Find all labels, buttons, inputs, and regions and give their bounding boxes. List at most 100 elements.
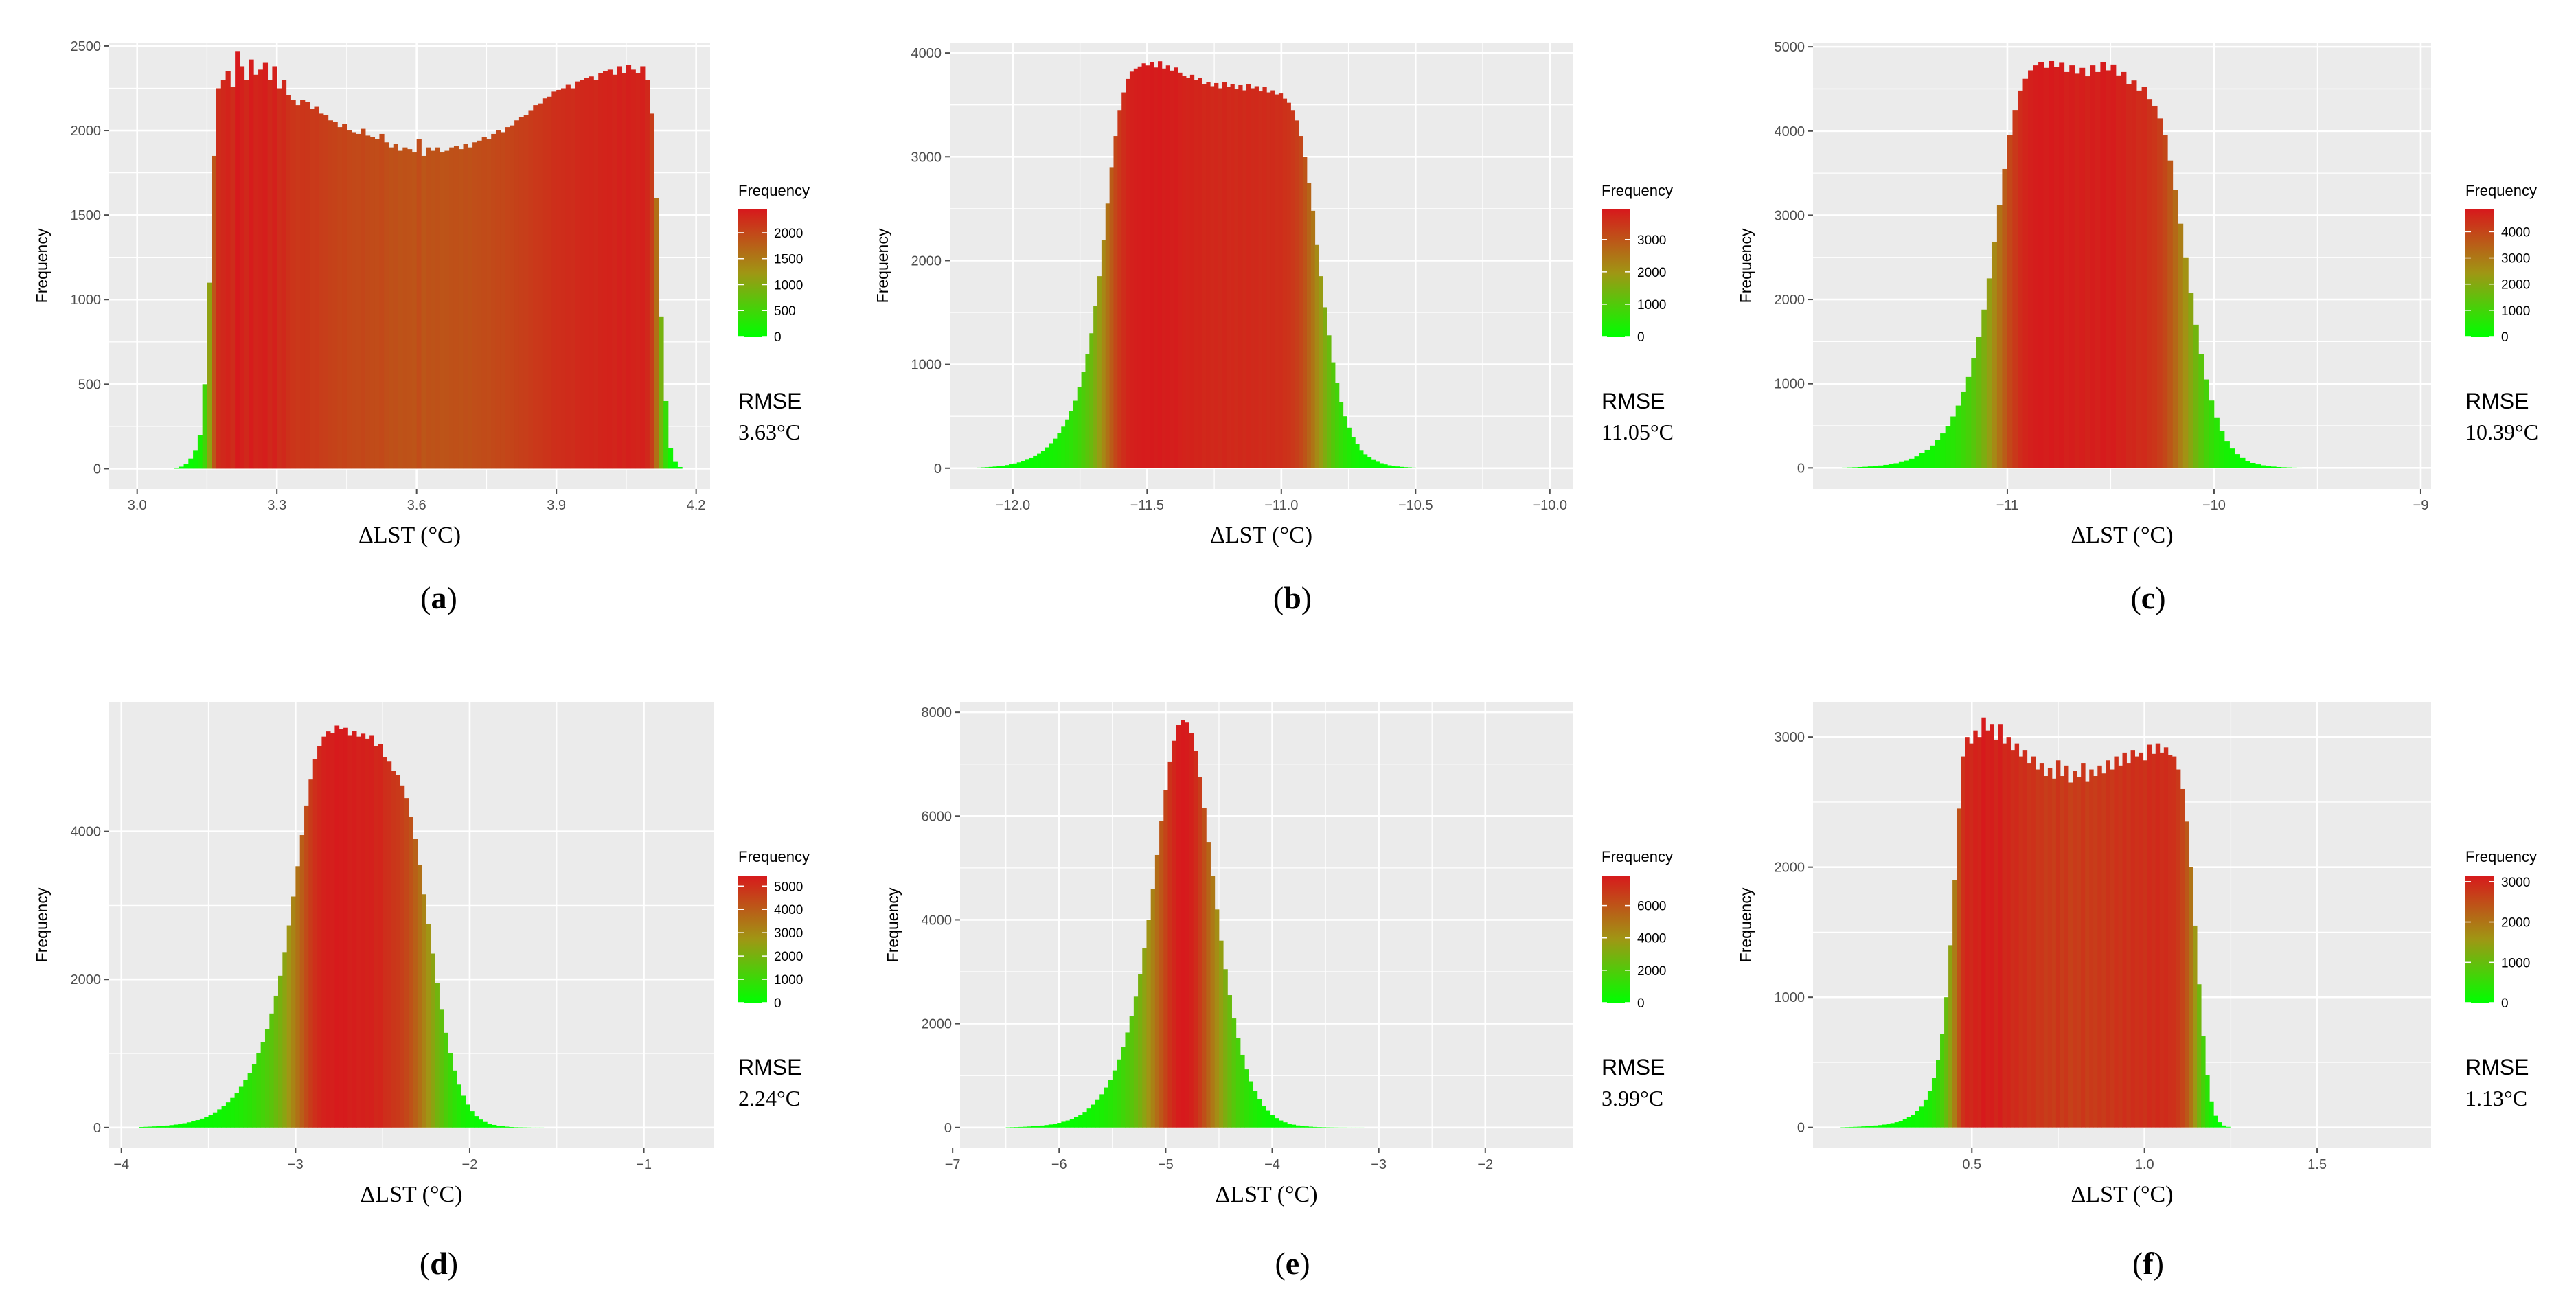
- histogram-bar: [1985, 730, 1990, 1128]
- histogram-bar: [2074, 73, 2080, 468]
- histogram-bar: [1189, 733, 1194, 1128]
- histogram-bar: [1923, 1099, 1928, 1128]
- histogram-bar: [422, 894, 426, 1128]
- histogram-bar: [458, 149, 464, 469]
- histogram-bar: [1037, 453, 1042, 468]
- legend-title: Frequency: [738, 182, 810, 199]
- histogram-bar: [2157, 118, 2163, 468]
- histogram-bar: [1165, 65, 1170, 468]
- histogram-bar: [440, 152, 445, 469]
- histogram-bar: [2051, 778, 2057, 1128]
- histogram-bar: [407, 149, 413, 469]
- histogram-bar: [461, 1095, 466, 1128]
- legend-title: Frequency: [2465, 182, 2537, 199]
- histogram-bar: [337, 127, 343, 469]
- histogram-bar: [256, 1053, 262, 1128]
- histogram-bar: [1274, 1118, 1279, 1128]
- caption-paren-open: (: [1275, 1246, 1285, 1281]
- histogram-bar: [1882, 1124, 1887, 1128]
- legend-tick-label: 0: [774, 996, 782, 1011]
- histogram-bar: [1295, 1125, 1301, 1128]
- histogram-bar: [2218, 1122, 2222, 1128]
- histogram-bar: [668, 448, 674, 469]
- histogram-bar: [260, 1042, 266, 1128]
- caption-letter: a: [431, 580, 447, 615]
- histogram-bar: [208, 1115, 214, 1128]
- histogram-bar: [463, 144, 468, 469]
- histogram-bar: [677, 466, 683, 469]
- histogram-bar: [1873, 1125, 1878, 1128]
- x-tick-label: −2: [1477, 1157, 1493, 1172]
- histogram-bar: [1174, 67, 1178, 468]
- histogram-bar: [1081, 372, 1086, 468]
- x-tick-label: −10.0: [1532, 498, 1567, 513]
- histogram-bar: [2172, 190, 2178, 468]
- legend-tick-label: 2000: [774, 227, 803, 241]
- histogram-bar: [1940, 433, 1946, 468]
- histogram-bar: [444, 150, 450, 469]
- histogram-bar: [1227, 995, 1232, 1128]
- legend-colorbar: [2465, 209, 2494, 337]
- legend-colorbar: [1602, 876, 1630, 1003]
- legend-tick-label: 2000: [2501, 278, 2530, 293]
- y-axis-title: Frequency: [1737, 887, 1755, 962]
- histogram-bar: [1304, 1126, 1309, 1128]
- x-tick-label: −9: [2413, 498, 2429, 513]
- histogram-bar: [1145, 65, 1150, 468]
- histogram-bar: [556, 89, 562, 469]
- histogram-bar: [645, 80, 650, 469]
- histogram-bar: [1154, 67, 1159, 468]
- histogram-bar: [1299, 136, 1303, 468]
- histogram-bar: [332, 122, 338, 469]
- legend: Frequency 4000 3000 2000 1000 0: [2465, 182, 2537, 345]
- histogram-bar: [2089, 769, 2094, 1128]
- histogram-bar: [2077, 777, 2082, 1128]
- histogram-bar: [1101, 240, 1106, 468]
- histogram-bar: [575, 81, 580, 469]
- histogram-bar: [495, 130, 501, 469]
- legend-title: Frequency: [2465, 848, 2537, 865]
- histogram-bar: [453, 146, 459, 469]
- histogram-bar: [1033, 455, 1038, 468]
- histogram-bar: [1223, 969, 1228, 1128]
- histogram-bar: [630, 69, 636, 469]
- histogram-bar: [1930, 445, 1935, 468]
- histogram-bar: [1097, 276, 1102, 468]
- panel-caption: (b): [1273, 580, 1312, 615]
- legend: Frequency 6000 4000 2000 0: [1602, 848, 1673, 1011]
- y-tick-label: 2000: [1775, 860, 1805, 876]
- histogram-bar: [328, 120, 333, 469]
- histogram-bars: [1005, 720, 1365, 1128]
- histogram-bar: [468, 147, 473, 469]
- histogram-panel-c: 0 1000 2000 3000 4000 5000 −11 −10 −9 Frequency ΔL…: [1737, 40, 2538, 615]
- histogram-bar: [352, 731, 357, 1128]
- x-axis-title: ΔLST (°C): [1215, 1182, 1317, 1207]
- histogram-bar: [1986, 278, 1992, 468]
- histogram-bar: [421, 155, 426, 469]
- histogram-bar: [528, 110, 534, 469]
- histogram-bar: [1906, 1117, 1912, 1128]
- histogram-bar: [1069, 411, 1074, 468]
- histogram-bar: [1286, 102, 1291, 468]
- histogram-bar: [1957, 808, 1961, 1128]
- histogram-bar: [456, 1084, 461, 1128]
- histogram-bar: [1210, 876, 1216, 1128]
- histogram-bar: [1202, 808, 1207, 1128]
- histogram-bar: [1194, 80, 1199, 468]
- histogram-bar: [1914, 456, 1920, 468]
- histogram-bar: [1981, 309, 1987, 468]
- legend-tick-label: 2000: [2501, 916, 2530, 931]
- histogram-bar: [2053, 67, 2060, 468]
- histogram-bar: [2122, 752, 2127, 1128]
- histogram-bar: [1061, 1121, 1066, 1128]
- histogram-bar: [314, 106, 319, 469]
- legend-tick-label: 2000: [1637, 266, 1666, 280]
- histogram-bar: [1218, 88, 1223, 468]
- histogram-bar: [2276, 466, 2282, 468]
- legend-title: Frequency: [1602, 182, 1673, 199]
- histogram-bar: [139, 1126, 144, 1128]
- histogram-bar: [538, 103, 543, 469]
- x-axis-title: ΔLST (°C): [358, 523, 461, 548]
- legend: Frequency 5000 4000 3000 2000 1000 0: [738, 848, 810, 1011]
- histogram-bar: [369, 735, 374, 1128]
